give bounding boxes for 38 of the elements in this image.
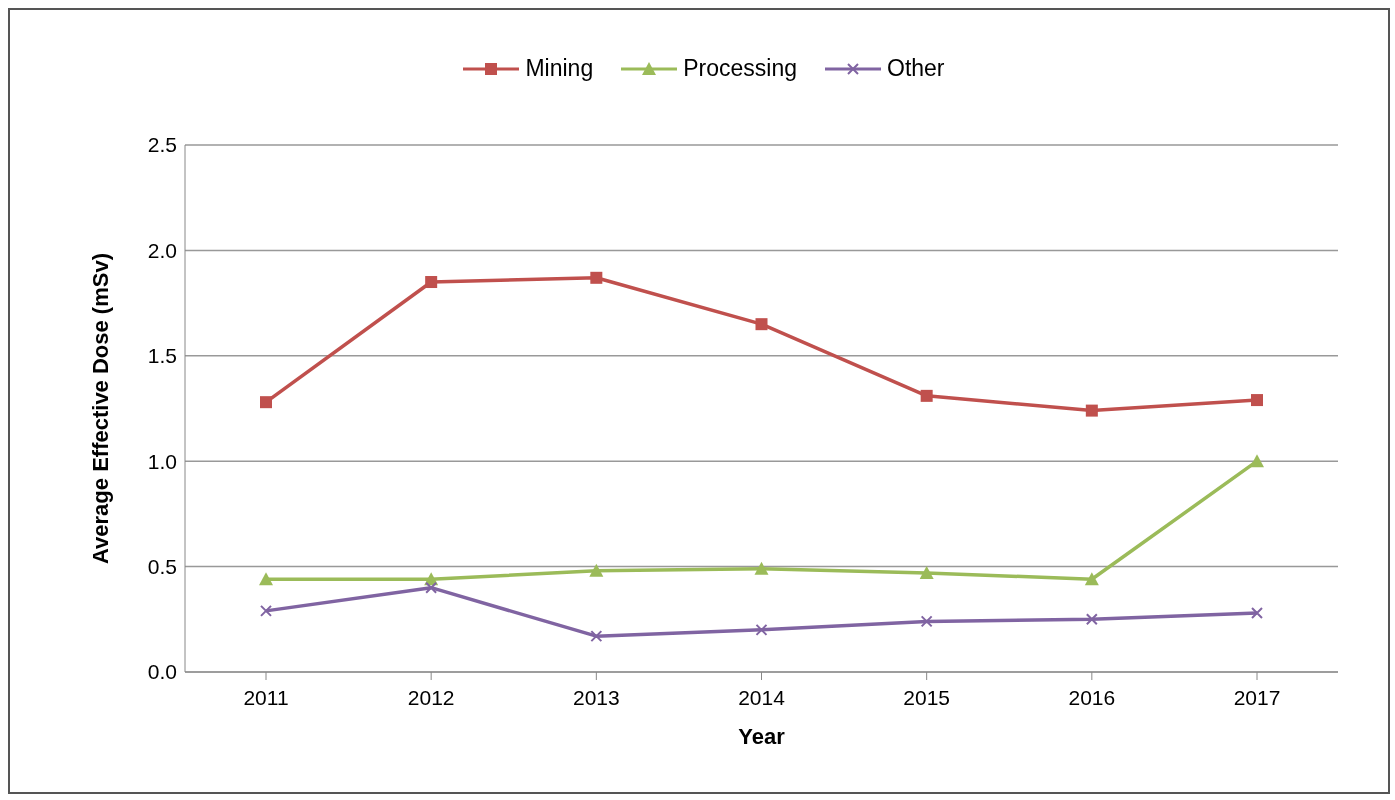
point xyxy=(1085,613,1098,626)
y-tick-label: 0.0 xyxy=(147,660,177,684)
x-tick-label: 2017 xyxy=(1233,685,1281,709)
y-tick-label: 1.5 xyxy=(147,344,177,368)
point xyxy=(425,581,438,594)
x-tick-label: 2014 xyxy=(738,685,786,709)
point xyxy=(755,318,768,331)
x-axis-title: Year xyxy=(738,724,786,749)
point xyxy=(920,389,933,402)
point xyxy=(260,396,272,409)
point xyxy=(589,563,604,577)
legend-label: Processing xyxy=(683,55,797,82)
legend-label: Other xyxy=(887,55,945,82)
x-tick-label: 2011 xyxy=(243,685,289,709)
y-tick-label: 2.0 xyxy=(147,238,177,262)
x-tick-label: 2013 xyxy=(572,685,620,709)
x-tick-label: 2015 xyxy=(903,685,951,709)
x-tick-label: 2016 xyxy=(1068,685,1116,709)
point xyxy=(259,572,273,586)
x-tick-label: 2012 xyxy=(407,685,455,709)
point xyxy=(1251,606,1263,619)
point xyxy=(1251,394,1263,407)
point xyxy=(590,271,603,284)
y-tick-label: 1.0 xyxy=(147,449,177,473)
point xyxy=(1084,572,1099,586)
point xyxy=(919,565,934,579)
y-tick-label: 2.5 xyxy=(147,133,177,157)
y-axis-title: Average Effective Dose (mSv) xyxy=(87,253,113,564)
point xyxy=(425,276,438,289)
point xyxy=(755,623,768,636)
point xyxy=(1250,454,1264,468)
point xyxy=(754,561,769,575)
y-tick-label: 0.5 xyxy=(147,555,177,579)
legend-label: Mining xyxy=(525,55,594,82)
point xyxy=(1085,404,1098,417)
point xyxy=(920,615,933,628)
point xyxy=(590,630,603,643)
point xyxy=(260,604,272,617)
